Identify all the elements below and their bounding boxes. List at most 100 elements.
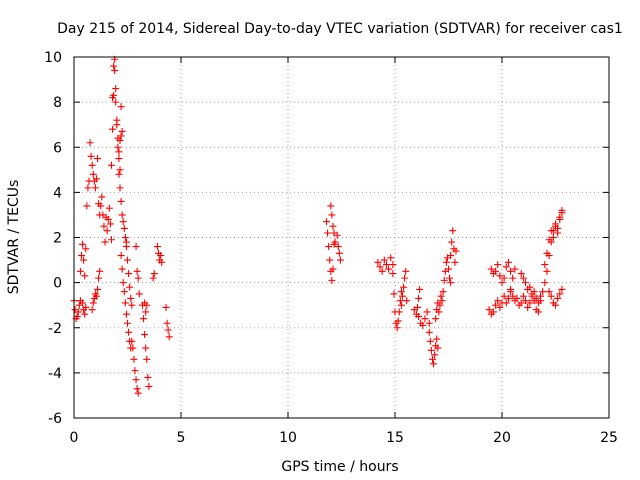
data-point	[554, 229, 562, 237]
data-point	[89, 299, 97, 307]
data-point	[547, 227, 555, 235]
data-point	[98, 193, 106, 201]
data-point	[120, 288, 128, 296]
data-point	[400, 283, 408, 291]
data-point	[117, 252, 125, 260]
data-point	[134, 389, 142, 397]
data-point	[105, 204, 113, 212]
data-point	[442, 258, 450, 266]
data-point	[117, 197, 125, 205]
data-point	[445, 265, 452, 273]
data-point	[103, 227, 111, 235]
data-point	[116, 166, 124, 174]
data-point	[549, 234, 557, 241]
data-point	[132, 376, 140, 384]
data-point	[118, 127, 126, 135]
data-point	[142, 344, 150, 352]
data-point	[115, 148, 123, 156]
data-point	[517, 299, 525, 307]
data-point	[507, 267, 515, 275]
data-point	[428, 355, 436, 363]
axes-layer: 0 5 10 15 20 25 -6 -4 -2 0 2 4 6 8 10	[44, 50, 618, 446]
data-point	[165, 333, 173, 341]
data-point	[87, 152, 95, 160]
data-point	[115, 170, 123, 178]
data-point	[143, 355, 151, 363]
data-point	[502, 263, 510, 271]
data-point	[81, 310, 89, 318]
data-point	[121, 299, 129, 307]
data-point	[125, 328, 133, 336]
data-point	[378, 267, 386, 275]
data-point	[389, 261, 397, 269]
data-point	[558, 285, 566, 293]
data-point	[380, 256, 388, 264]
data-point	[436, 301, 444, 309]
data-point	[526, 283, 534, 291]
data-point	[106, 220, 114, 228]
data-point	[532, 294, 540, 302]
data-point	[492, 301, 500, 309]
data-point	[543, 267, 551, 275]
data-point	[116, 136, 124, 144]
data-point	[135, 290, 143, 298]
data-point	[509, 292, 517, 300]
y-tick-label: 4	[53, 185, 62, 201]
data-point	[526, 299, 534, 307]
data-point	[92, 175, 100, 183]
data-point	[82, 245, 90, 253]
data-point	[558, 206, 566, 214]
data-point	[534, 308, 542, 316]
data-point	[543, 249, 551, 257]
data-point	[494, 261, 502, 269]
data-point	[437, 292, 445, 300]
x-tick-label: 10	[279, 430, 297, 446]
data-point	[492, 267, 500, 275]
data-point	[326, 256, 334, 264]
data-point	[537, 297, 545, 305]
data-point	[397, 288, 405, 296]
data-point	[114, 143, 122, 151]
y-tick-label: 0	[53, 276, 62, 292]
data-point	[519, 274, 527, 282]
data-point	[545, 288, 553, 296]
data-point	[402, 267, 410, 275]
data-point	[513, 294, 521, 302]
chart-title: Day 215 of 2014, Sidereal Day-to-day VTE…	[57, 21, 623, 37]
data-point	[329, 265, 337, 273]
data-point	[323, 218, 331, 226]
data-point	[511, 265, 519, 273]
data-point	[502, 299, 510, 307]
data-point	[86, 139, 94, 147]
data-point	[431, 351, 439, 359]
data-point	[413, 303, 421, 311]
data-point	[331, 238, 339, 246]
data-point	[448, 238, 456, 246]
data-point	[84, 184, 92, 192]
data-point	[113, 121, 121, 129]
data-point	[118, 265, 126, 273]
data-point	[545, 236, 553, 244]
data-point	[77, 252, 85, 260]
data-point	[80, 256, 88, 264]
data-point	[73, 312, 81, 320]
data-point	[432, 315, 440, 323]
data-point	[110, 62, 118, 70]
data-point	[132, 243, 140, 251]
data-point	[112, 98, 120, 106]
data-point	[149, 274, 157, 282]
x-axis-label: GPS time / hours	[281, 459, 398, 475]
data-point	[119, 218, 127, 226]
data-point	[94, 155, 102, 163]
data-point	[122, 243, 130, 251]
data-point	[416, 285, 424, 293]
data-point	[387, 254, 395, 262]
data-point	[128, 301, 136, 309]
data-point	[164, 326, 172, 334]
data-point	[556, 213, 564, 221]
data-point	[107, 236, 115, 244]
y-tick-label: 2	[53, 231, 62, 247]
data-point	[117, 132, 125, 140]
